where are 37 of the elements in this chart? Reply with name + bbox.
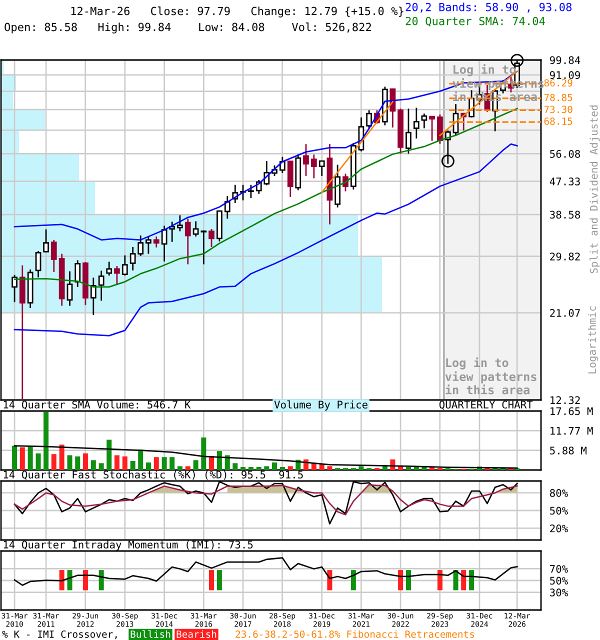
chart-title: 14 Quarter Fast Stochastic (%K) (%D): 95.5 91.5	[4, 470, 303, 480]
text: 23.6-38.2-50-61.8% Fibonacci Retracements	[236, 630, 474, 638]
text: Bearish	[176, 630, 216, 638]
y-axis-title: Split and Dividend Adjusted	[590, 106, 600, 274]
y-tick-label: 70%	[550, 564, 568, 573]
y-tick-label: 5.88 M	[550, 446, 587, 454]
text: 20,2 Bands: 58.90 , 93.08	[406, 2, 572, 13]
y-tick-label: 20%	[550, 524, 568, 532]
y-tick-label: 11.77 M	[550, 427, 593, 435]
y-tick-label: 56.08	[550, 150, 580, 158]
chart-subtitle: Open: 85.58 High: 99.84 Low: 84.08 Vol: 526,822	[4, 22, 371, 34]
y-tick-label: 29.82	[550, 252, 580, 260]
y-tick-label: 50%	[550, 506, 568, 515]
y-tick-label: 80%	[550, 489, 568, 497]
ref-line-label: 73.30	[544, 106, 572, 114]
chart-title: 14 Quarter Intraday Momentum (IMI): 73.5	[4, 540, 253, 551]
y-tick-label: 38.58	[550, 210, 580, 219]
text: Logarithmic	[588, 306, 598, 374]
y-tick-label: 12.32	[550, 396, 580, 404]
text: Bullish	[130, 630, 170, 638]
y-tick-label: 17.65 M	[550, 407, 593, 416]
ref-line-label: 86.29	[544, 79, 572, 87]
text: Volume By Price	[274, 400, 368, 411]
ref-line-label: 78.85	[544, 94, 572, 102]
legend-title: % K - IMI Crossover,	[2, 630, 117, 640]
chart-title: 14 Quarter SMA Volume: 546.7 K	[4, 400, 191, 410]
y-tick-label: 99.84	[550, 56, 580, 64]
y-tick-label: 30%	[550, 588, 568, 596]
y-tick-label: 50%	[550, 576, 568, 585]
y-tick-label: 91.09	[550, 71, 580, 80]
text: 20 Quarter SMA: 74.04	[406, 16, 545, 27]
y-tick-label: 21.07	[550, 309, 580, 317]
text: QUARTERLY CHART	[439, 400, 533, 410]
annotation: Log in to view patterns in this area	[445, 357, 536, 394]
chart-title: 12-Mar-26 Close: 97.79 Change: 12.79 {+15.0 %}	[71, 6, 404, 18]
ref-line-label: 68.15	[544, 118, 572, 125]
y-tick-label: 47.33	[550, 178, 580, 186]
